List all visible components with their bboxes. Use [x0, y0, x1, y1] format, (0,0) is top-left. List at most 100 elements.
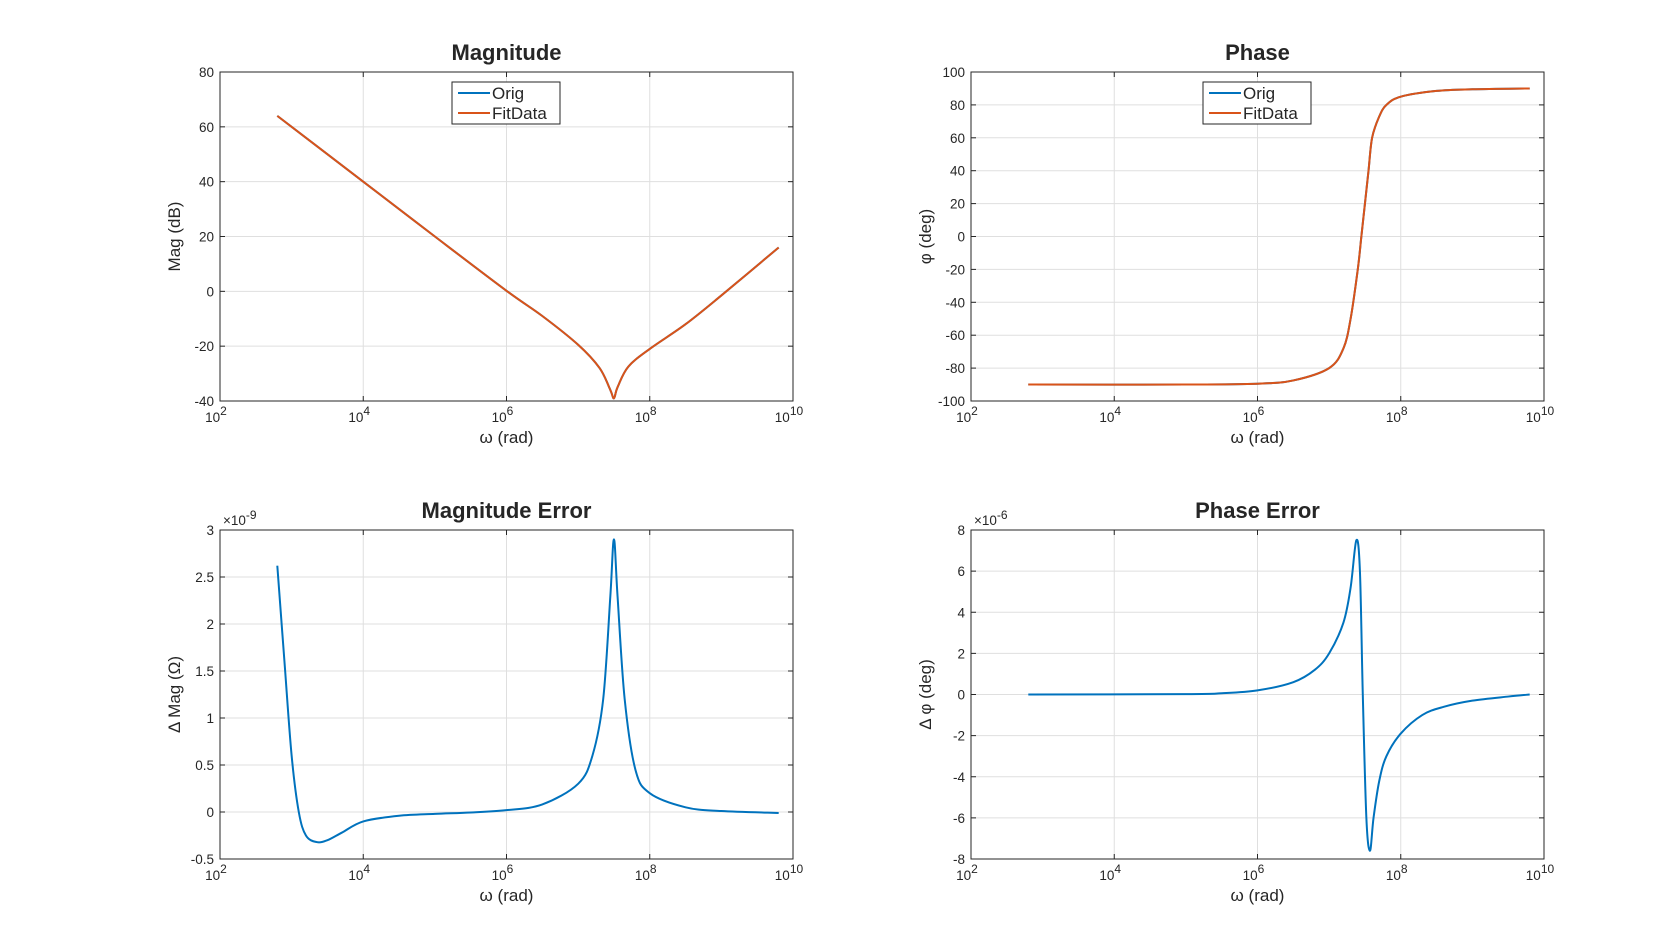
- y-tick-label: 40: [950, 164, 965, 179]
- chart-title: Magnitude: [452, 40, 562, 65]
- x-tick-exponent: 10: [1541, 404, 1555, 418]
- y-multiplier: ×10-9: [223, 508, 257, 528]
- x-tick-base: 10: [1243, 868, 1258, 883]
- x-tick-exponent: 6: [1258, 404, 1265, 418]
- y-tick-label: -6: [953, 811, 965, 826]
- x-tick-label: 108: [635, 862, 657, 883]
- y-tick-label: 0: [206, 805, 214, 820]
- y-tick-label: 6: [957, 564, 965, 579]
- x-tick-exponent: 10: [790, 862, 804, 876]
- x-tick-exponent: 4: [1114, 404, 1121, 418]
- x-tick-exponent: 8: [1401, 404, 1408, 418]
- x-tick-exponent: 4: [363, 862, 370, 876]
- y-tick-label: 0: [206, 284, 214, 299]
- x-tick-label: 102: [956, 862, 978, 883]
- x-tick-exponent: 2: [971, 862, 978, 876]
- y-tick-label: -20: [945, 262, 965, 277]
- y-tick-label: 0: [957, 688, 965, 703]
- legend-entry: Orig: [492, 84, 524, 103]
- y-tick-label: 4: [957, 605, 965, 620]
- x-tick-base: 10: [956, 410, 971, 425]
- x-tick-base: 10: [635, 868, 650, 883]
- x-tick-base: 10: [492, 410, 507, 425]
- y-tick-label: 60: [199, 120, 214, 135]
- legend-entry: FitData: [1243, 104, 1298, 123]
- x-tick-exponent: 4: [363, 404, 370, 418]
- x-tick-exponent: 8: [650, 862, 657, 876]
- x-tick-exponent: 2: [971, 404, 978, 418]
- y-tick-label: 8: [957, 523, 965, 538]
- y-tick-label: -2: [953, 729, 965, 744]
- x-tick-base: 10: [1526, 410, 1541, 425]
- x-tick-label: 1010: [1526, 404, 1555, 425]
- series-line-fitdata: [276, 115, 780, 400]
- x-tick-label: 108: [635, 404, 657, 425]
- series-line-error: [1028, 538, 1530, 852]
- y-tick-label: -20: [194, 339, 214, 354]
- x-tick-label: 1010: [775, 862, 804, 883]
- x-axis-label: ω (rad): [480, 428, 534, 447]
- x-tick-label: 102: [956, 404, 978, 425]
- x-tick-label: 108: [1386, 862, 1408, 883]
- x-tick-exponent: 2: [220, 862, 227, 876]
- x-tick-label: 106: [492, 862, 514, 883]
- phase-panel: 102 104 106 108 1010-100-80-60-40-2002040608…: [916, 40, 1555, 447]
- x-tick-base: 10: [775, 410, 790, 425]
- legend-box: [1202, 81, 1312, 125]
- y-tick-label: 20: [950, 197, 965, 212]
- magnitude-error-panel: 102 104 106 108 1010-0.500.511.522.53×10-9 Ma…: [165, 498, 804, 905]
- x-tick-exponent: 6: [507, 862, 514, 876]
- legend-entry: FitData: [492, 104, 547, 123]
- y-multiplier: ×10-6: [974, 508, 1008, 528]
- series-line-error: [276, 538, 779, 844]
- x-tick-base: 10: [492, 868, 507, 883]
- x-tick-base: 10: [1386, 868, 1401, 883]
- tick-marks: [970, 529, 1545, 860]
- x-axis-label: ω (rad): [1231, 886, 1285, 905]
- x-tick-base: 10: [956, 868, 971, 883]
- y-tick-label: 100: [942, 65, 965, 80]
- y-tick-label: -40: [194, 394, 214, 409]
- y-tick-label: -60: [945, 328, 965, 343]
- y-tick-label: 2: [206, 617, 214, 632]
- x-tick-label: 102: [205, 862, 227, 883]
- tick-marks: [219, 529, 794, 860]
- y-multiplier-base: ×10: [223, 513, 246, 528]
- x-tick-exponent: 4: [1114, 862, 1121, 876]
- y-tick-label: 3: [206, 523, 214, 538]
- chart-title: Phase Error: [1195, 498, 1320, 523]
- x-tick-label: 106: [1243, 404, 1265, 425]
- grid: [219, 71, 794, 402]
- y-tick-label: 80: [199, 65, 214, 80]
- x-tick-label: 1010: [775, 404, 804, 425]
- y-tick-label: 1: [206, 711, 214, 726]
- x-tick-label: 108: [1386, 404, 1408, 425]
- x-tick-base: 10: [775, 868, 790, 883]
- x-tick-base: 10: [1386, 410, 1401, 425]
- x-tick-base: 10: [1243, 410, 1258, 425]
- magnitude-panel: 102 104 106 108 1010-40-20020406080Magnitude…: [165, 40, 804, 447]
- x-tick-base: 10: [1099, 868, 1114, 883]
- x-tick-exponent: 10: [790, 404, 804, 418]
- y-tick-label: 20: [199, 230, 214, 245]
- y-tick-label: -80: [945, 361, 965, 376]
- x-tick-label: 104: [1099, 862, 1121, 883]
- x-tick-exponent: 10: [1541, 862, 1555, 876]
- x-tick-label: 104: [348, 862, 370, 883]
- y-axis-label: Δ φ (deg): [916, 659, 935, 730]
- legend-box: [451, 81, 561, 125]
- x-tick-label: 1010: [1526, 862, 1555, 883]
- y-tick-label: 60: [950, 131, 965, 146]
- y-multiplier-exponent: -9: [246, 508, 257, 522]
- x-tick-exponent: 6: [1258, 862, 1265, 876]
- y-tick-label: -0.5: [191, 852, 214, 867]
- x-tick-label: 106: [1243, 862, 1265, 883]
- x-tick-exponent: 2: [220, 404, 227, 418]
- x-axis-label: ω (rad): [480, 886, 534, 905]
- x-tick-exponent: 6: [507, 404, 514, 418]
- legend-entry: Orig: [1243, 84, 1275, 103]
- y-axis-label: Δ Mag (Ω): [165, 656, 184, 733]
